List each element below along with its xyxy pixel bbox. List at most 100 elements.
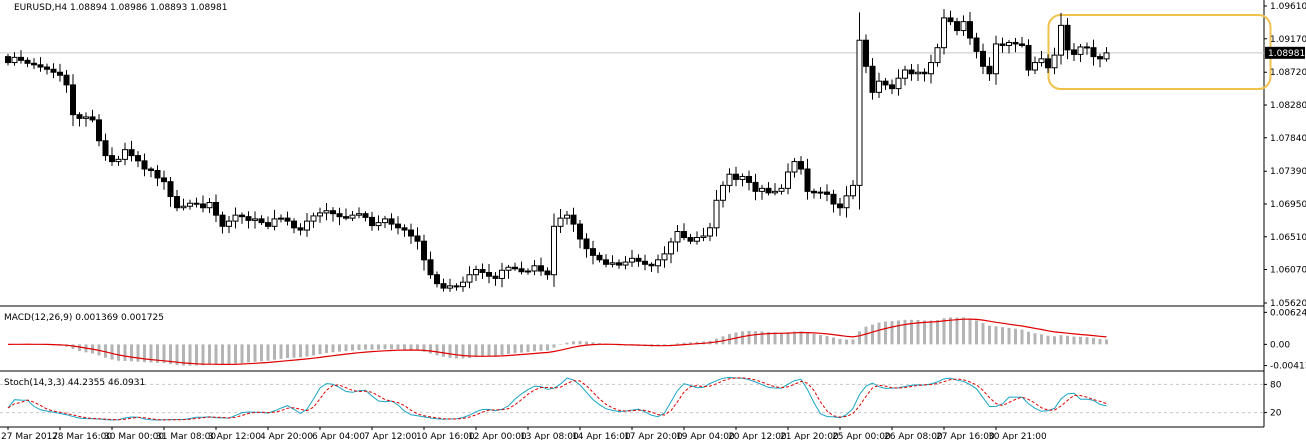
time-tick-label: 27 Mar 2017 <box>1 432 58 440</box>
candle-body <box>856 39 863 186</box>
candle-body <box>473 269 479 276</box>
candle-body <box>1045 58 1051 69</box>
candle-body <box>512 266 518 270</box>
time-tick-label: 3 Apr 12:00 <box>208 432 261 440</box>
candle-body <box>395 223 401 229</box>
candle-body <box>375 222 382 227</box>
candle-body <box>187 202 193 207</box>
candle-body <box>239 214 245 218</box>
candle-body <box>726 173 733 186</box>
candle-body <box>895 77 902 90</box>
current-price-tag <box>1265 46 1305 59</box>
candle-body <box>174 196 180 209</box>
candle-body <box>115 158 122 163</box>
candle-body <box>999 43 1006 46</box>
candle-body <box>876 80 882 93</box>
candle-body <box>362 213 369 218</box>
candle-body <box>83 116 89 119</box>
stoch-pane[interactable] <box>0 376 1264 421</box>
candle-body <box>564 214 570 219</box>
time-tick-label: 20 Apr 12:00 <box>728 432 787 440</box>
candle-body <box>713 199 720 229</box>
candle-body <box>505 266 512 271</box>
candle-body <box>291 220 297 229</box>
candle-body <box>1103 52 1110 60</box>
candle-body <box>252 218 258 221</box>
candle-body <box>180 205 187 209</box>
candle-body <box>37 64 44 68</box>
price-title: EURUSD,H4 1.08894 1.08986 1.08893 1.0898… <box>14 3 227 13</box>
candle-body <box>544 270 551 276</box>
stoch-title: Stoch(14,3,3) 44.2355 46.0931 <box>4 378 145 388</box>
candle-body <box>570 214 577 225</box>
candle-body <box>785 171 791 189</box>
candle-body <box>642 260 648 265</box>
time-tick-label: 30 Apr 21:00 <box>988 432 1047 440</box>
candle-body <box>811 190 817 194</box>
candle-body <box>1006 41 1012 46</box>
candle-body <box>947 17 954 23</box>
candle-body <box>772 190 778 194</box>
macd-tick-label: -0.004135 <box>1270 362 1306 372</box>
time-tick-label: 30 Mar 00:00 <box>104 432 164 440</box>
candle-body <box>681 231 687 238</box>
candle-body <box>629 257 635 263</box>
candle-body <box>226 220 232 227</box>
price-tick-label: 1.06950 <box>1270 200 1306 210</box>
candle-body <box>1012 41 1019 45</box>
candle-body <box>388 218 395 225</box>
candle-body <box>213 202 219 216</box>
price-pane[interactable] <box>0 9 1272 292</box>
candle-body <box>31 62 37 66</box>
candle-body <box>817 191 824 194</box>
candle-body <box>603 259 609 265</box>
candle-body <box>440 283 447 289</box>
candle-body <box>323 210 330 214</box>
candle-body <box>89 116 96 121</box>
candle-body <box>960 21 967 32</box>
candle-body <box>1071 49 1077 55</box>
price-tick-label: 1.08280 <box>1270 101 1306 111</box>
candle-body <box>908 69 915 75</box>
candle-body <box>759 187 765 192</box>
candle-body <box>1090 47 1097 58</box>
candle-body <box>50 68 57 73</box>
candle-body <box>1025 44 1032 71</box>
candle-body <box>57 71 63 76</box>
macd-pane[interactable] <box>7 317 1108 366</box>
candle-body <box>590 248 596 256</box>
price-tick-label: 1.06510 <box>1270 233 1306 243</box>
candle-body <box>297 227 304 231</box>
candle-body <box>655 259 661 267</box>
candle-body <box>317 212 323 217</box>
stoch-tick-label: 80 <box>1270 380 1282 390</box>
candle-body <box>518 268 525 273</box>
candle-body <box>1038 58 1045 64</box>
candle-body <box>330 210 336 215</box>
candle-body <box>616 262 622 266</box>
candle-body <box>661 253 668 261</box>
candle-body <box>70 84 76 116</box>
candle-body <box>941 17 947 49</box>
candle-body <box>96 119 102 142</box>
candle-body <box>148 168 154 172</box>
candle-body <box>102 140 109 157</box>
time-tick-label: 13 Apr 08:00 <box>520 432 579 440</box>
candle-body <box>1097 56 1103 60</box>
candle-body <box>967 21 973 39</box>
candle-body <box>167 181 174 198</box>
candle-body <box>245 216 252 221</box>
candle-body <box>304 220 310 231</box>
candle-body <box>694 236 700 242</box>
price-tick-label: 1.09170 <box>1270 35 1306 45</box>
candle-body <box>843 195 850 209</box>
candle-body <box>986 65 993 75</box>
time-tick-label: 6 Apr 04:00 <box>312 432 365 440</box>
candle-body <box>609 262 616 265</box>
candle-body <box>1077 46 1084 55</box>
candle-body <box>24 59 31 64</box>
candle-body <box>18 56 24 61</box>
